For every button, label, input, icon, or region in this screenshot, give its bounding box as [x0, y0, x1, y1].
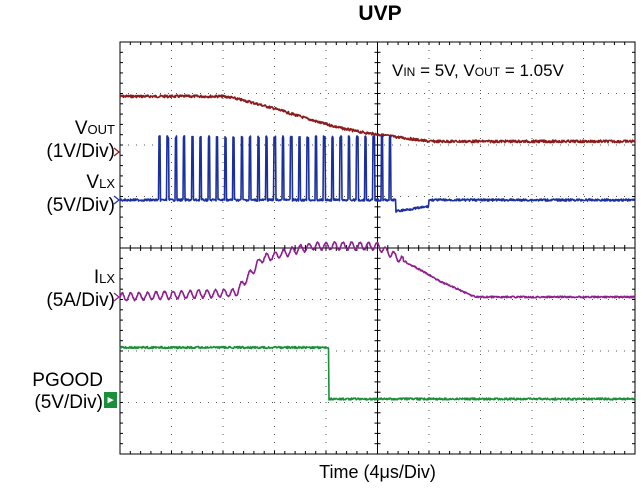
vout-value: = 1.05V [500, 61, 564, 80]
pgood-scale: (5V/Div) [34, 392, 103, 413]
vlx-label-main: V [86, 172, 100, 193]
vout-label-sub: OUT [87, 122, 115, 137]
ilx-ground-marker [113, 292, 120, 302]
pgood-ground-marker-icon: ▸ [104, 392, 117, 408]
vout-label-main: V [74, 118, 88, 139]
ilx-trace [119, 241, 636, 302]
vlx-trace [119, 135, 636, 213]
vout-subscript: OUT [474, 65, 501, 79]
ilx-label-sub: LX [99, 271, 115, 286]
vout-trace [119, 94, 636, 144]
x-axis-label: Time (4μs/Div) [319, 462, 436, 482]
vlx-scale: (5V/Div) [46, 195, 115, 216]
pgood-trace [119, 345, 636, 401]
vout-channel-label: VOUT (1V/Div) [0, 118, 115, 163]
ilx-label-main: I [93, 267, 100, 288]
vin-value: = 5V, [415, 61, 464, 80]
vin-name: V [392, 61, 404, 80]
ilx-scale: (5A/Div) [46, 290, 115, 311]
pgood-channel-label: PGOOD (5V/Div) [0, 370, 103, 414]
chart-title: UVP [358, 2, 402, 25]
vout-ground-marker [113, 147, 120, 157]
vin-subscript: IN [403, 65, 416, 79]
vlx-label-sub: LX [99, 176, 115, 191]
vlx-ground-marker [113, 195, 120, 205]
ilx-channel-label: ILX (5A/Div) [0, 267, 115, 312]
vlx-channel-label: VLX (5V/Div) [0, 172, 115, 217]
test-conditions-annotation: VIN = 5V, VOUT = 1.05V [392, 61, 564, 81]
vout-scale: (1V/Div) [46, 141, 115, 162]
vout-name: V [463, 61, 475, 80]
pgood-label-main: PGOOD [32, 370, 103, 391]
